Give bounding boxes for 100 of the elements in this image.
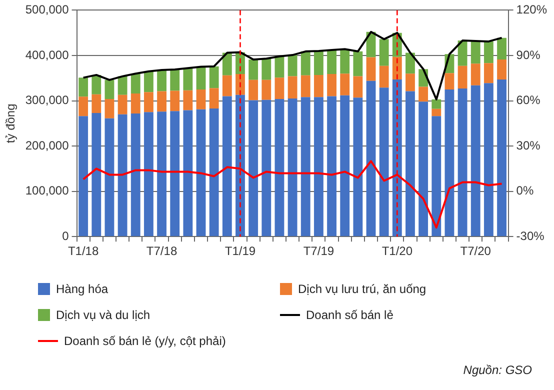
bar — [432, 108, 442, 116]
bar — [209, 88, 219, 108]
bar — [262, 80, 272, 100]
bar — [314, 74, 324, 98]
bar — [406, 91, 415, 236]
bar — [458, 88, 468, 236]
x-tick-label: T7/18 — [146, 244, 178, 258]
legend-label: Dịch vụ và du lịch — [56, 308, 150, 322]
bar — [470, 40, 480, 64]
bar — [353, 51, 363, 76]
bar — [170, 111, 180, 236]
bar — [222, 52, 232, 76]
bar — [222, 75, 232, 96]
bar — [274, 56, 284, 78]
bar — [444, 73, 454, 90]
bar — [288, 98, 298, 236]
bar — [418, 86, 428, 102]
y-tick-label: 300,000 — [25, 93, 70, 108]
bar — [470, 85, 480, 236]
bar — [157, 70, 166, 92]
y-tick-label: 400,000 — [25, 48, 70, 62]
bar — [366, 57, 376, 81]
bar — [248, 100, 258, 236]
bar — [196, 89, 206, 110]
bar — [444, 89, 454, 236]
bar — [157, 112, 166, 236]
bar — [209, 108, 219, 236]
text: Nguồn: GSO — [463, 363, 532, 377]
bar — [196, 66, 206, 90]
bar — [130, 113, 140, 236]
bar — [300, 97, 310, 236]
bar — [144, 112, 154, 236]
bar — [78, 96, 88, 116]
bar — [157, 91, 166, 112]
bar — [144, 71, 154, 92]
bar — [300, 75, 310, 98]
y-tick-label: 0 — [62, 228, 70, 243]
bar — [92, 112, 102, 236]
bar — [183, 68, 193, 90]
bar — [92, 94, 102, 113]
bar — [314, 97, 324, 236]
bar — [78, 78, 88, 97]
bar — [458, 66, 468, 89]
x-tick-label: T1/19 — [224, 244, 256, 258]
x-tick-label: T1/18 — [68, 244, 99, 258]
bar — [470, 64, 480, 86]
bar — [418, 102, 428, 236]
bar — [104, 80, 114, 99]
bar — [183, 110, 193, 236]
y2-tick-label: 60% — [516, 93, 541, 108]
bar — [118, 114, 128, 236]
bar — [484, 83, 494, 236]
y-tick-label: 200,000 — [25, 138, 70, 152]
bar — [353, 76, 363, 98]
bar — [288, 76, 298, 98]
bar — [209, 66, 219, 88]
bar — [248, 80, 258, 100]
bar — [262, 58, 272, 80]
y2-tick-label: 120% — [516, 2, 548, 17]
bar — [144, 92, 154, 112]
bar — [118, 94, 128, 114]
bar — [183, 90, 193, 110]
y-axis-title: tỷ đồng — [4, 104, 18, 144]
bar — [118, 76, 128, 95]
bar — [353, 98, 363, 236]
bar — [196, 109, 206, 236]
bar — [104, 98, 114, 118]
bar — [432, 99, 442, 109]
y-tick-label: 100,000 — [25, 184, 70, 198]
bar — [262, 100, 272, 236]
bar — [222, 96, 232, 236]
bar — [379, 66, 389, 88]
legend-label: Hàng hóa — [56, 282, 108, 296]
x-tick-label: T1/20 — [382, 244, 413, 258]
bar — [104, 118, 114, 236]
bar — [300, 51, 310, 76]
bar — [366, 80, 376, 236]
bar — [340, 74, 350, 96]
bar — [274, 98, 284, 236]
bar — [379, 88, 389, 236]
bar — [130, 94, 140, 114]
bar — [327, 50, 336, 74]
bar — [170, 70, 180, 91]
bar — [484, 41, 494, 64]
y2-tick-label: -30% — [516, 228, 545, 243]
y2-tick-label: 90% — [516, 48, 541, 62]
bar — [274, 78, 284, 99]
legend-label: Dịch vụ lưu trú, ăn uống — [298, 282, 426, 296]
bar — [340, 95, 350, 236]
bar — [432, 116, 442, 236]
y2-tick-label: 0% — [516, 184, 534, 198]
bar — [170, 90, 180, 112]
bar — [314, 50, 324, 75]
bar — [484, 63, 494, 84]
bar — [340, 49, 350, 74]
bar — [406, 74, 415, 92]
y2-tick-label: 30% — [516, 138, 541, 152]
bar — [327, 74, 336, 96]
x-tick-label: T7/19 — [303, 244, 334, 258]
bar — [379, 39, 389, 66]
